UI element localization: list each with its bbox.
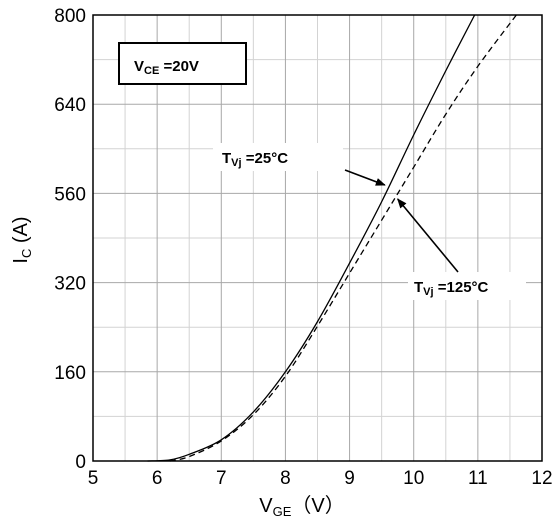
y-axis-title: IC (A) <box>10 216 34 263</box>
x-tick-label: 10 <box>403 468 424 489</box>
tvj-25-label: TVj =25°C <box>222 150 288 169</box>
vce-condition-label: VCE =20V <box>134 58 199 77</box>
y-tick-label: 0 <box>75 452 86 473</box>
tvj-125-arrow <box>397 198 459 273</box>
y-tick-labels: 0 160 320 560 640 800 <box>54 6 86 473</box>
y-tick-label: 800 <box>54 6 86 27</box>
tvj-125-label: TVj =125°C <box>414 279 489 298</box>
x-tick-label: 5 <box>88 468 99 489</box>
vce-condition-box: VCE =20V <box>118 42 247 85</box>
y-tick-label: 560 <box>54 184 86 205</box>
x-tick-labels: 5 6 7 8 9 10 11 12 <box>88 468 552 489</box>
y-tick-label: 640 <box>54 95 86 116</box>
x-axis-title: VGE（V） <box>259 494 344 519</box>
x-tick-label: 7 <box>216 468 227 489</box>
plot-frame <box>92 14 543 462</box>
tvj-125-annotation: TVj =125°C <box>397 198 526 300</box>
tvj-25-annotation: TVj =25°C <box>213 143 386 186</box>
tvj-25-arrow <box>344 169 386 186</box>
x-tick-label: 12 <box>531 468 552 489</box>
series-tvj-25-line <box>147 14 476 462</box>
x-tick-label: 9 <box>344 468 355 489</box>
x-tick-label: 8 <box>280 468 291 489</box>
series-layer <box>147 14 517 462</box>
x-tick-label: 11 <box>468 468 488 489</box>
x-tick-label: 6 <box>152 468 163 489</box>
y-tick-label: 160 <box>54 363 86 384</box>
y-tick-label: 320 <box>54 274 86 295</box>
series-tvj-125-line <box>169 14 517 462</box>
